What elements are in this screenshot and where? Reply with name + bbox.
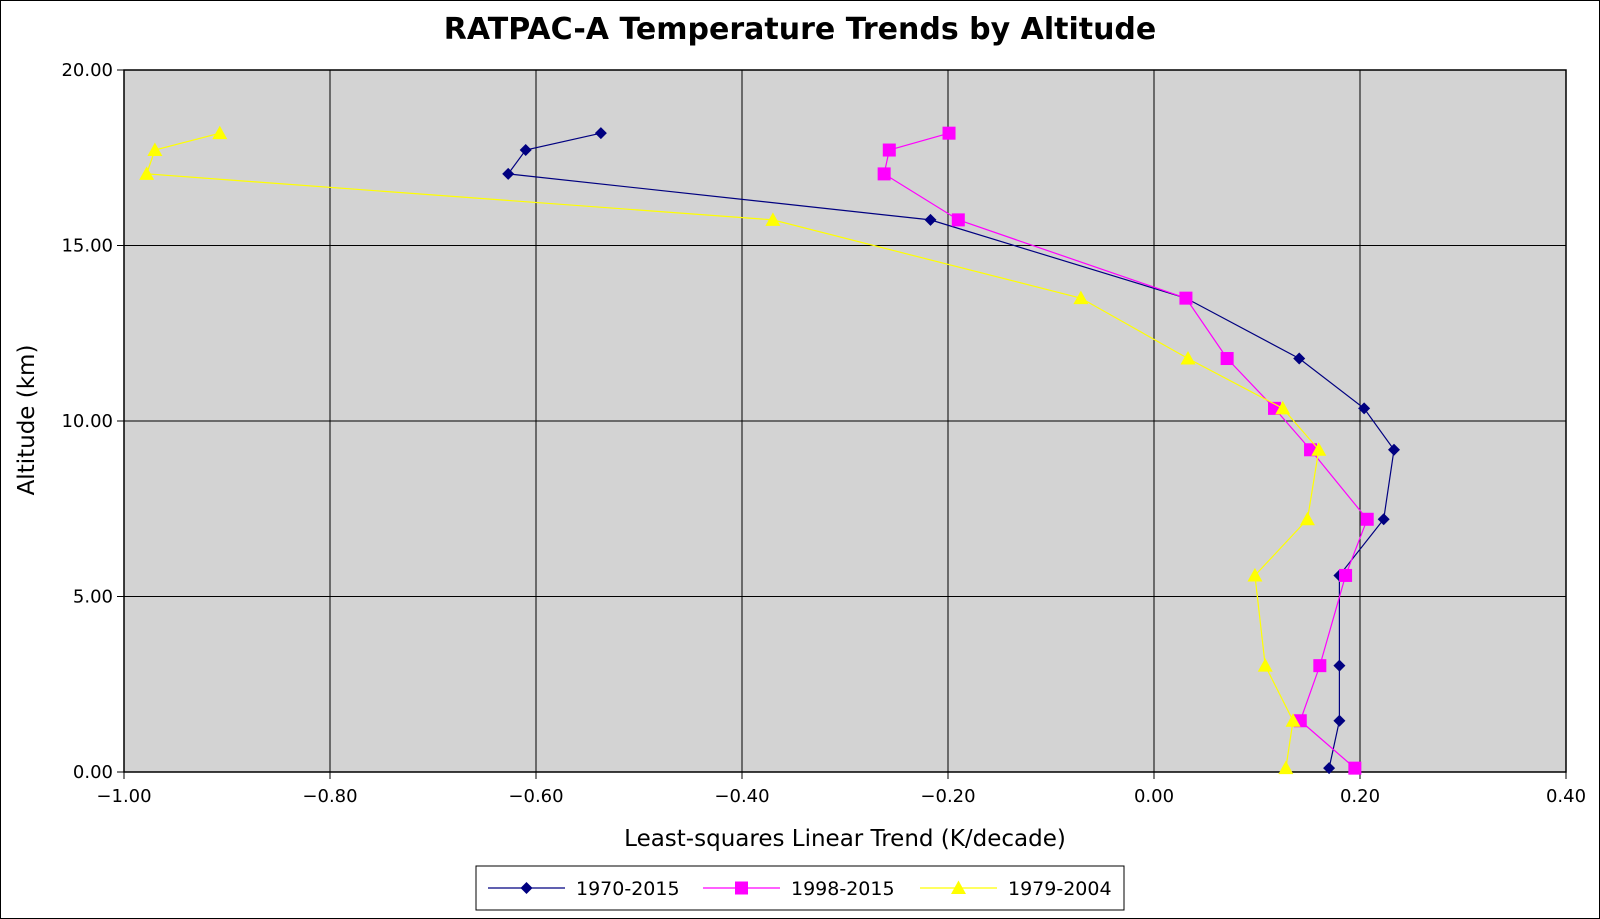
legend-entry: 1998-2015: [703, 878, 895, 900]
data-point: [139, 166, 155, 180]
data-point: [1377, 513, 1390, 526]
legend-box: [475, 865, 1125, 911]
data-point: [502, 167, 515, 180]
x-tick-label: 0.40: [1546, 786, 1586, 807]
data-point: [1285, 713, 1301, 727]
y-tick-label: 20.00: [61, 60, 113, 81]
data-point: [765, 212, 781, 226]
data-point: [594, 127, 607, 140]
data-point: [951, 213, 965, 227]
data-point: [1339, 568, 1353, 582]
grid-lines: [124, 70, 1566, 772]
data-point: [1313, 659, 1327, 673]
data-point: [1257, 658, 1273, 672]
legend-label: 1979-2004: [1008, 878, 1112, 900]
data-point: [1333, 659, 1346, 672]
legend-label: 1970-2015: [576, 878, 680, 900]
y-tick-label: 0.00: [73, 762, 113, 783]
data-point: [1278, 760, 1294, 775]
data-point: [877, 167, 891, 181]
data-point: [1247, 567, 1263, 582]
data-point: [1387, 443, 1400, 456]
x-tick-label: −0.20: [920, 786, 975, 807]
data-point: [147, 142, 163, 157]
legend-entry: 1970-2015: [488, 878, 680, 900]
x-tick-label: −0.80: [302, 786, 357, 807]
y-axis-label: Altitude (km): [14, 345, 40, 496]
legend-marker: [951, 880, 966, 894]
data-point: [1293, 352, 1306, 365]
y-tick-label: 5.00: [73, 587, 113, 608]
data-point: [212, 125, 228, 140]
data-point: [1311, 442, 1327, 456]
data-point: [519, 144, 532, 157]
data-point: [882, 143, 896, 157]
data-point: [1220, 352, 1234, 366]
x-tick-label: 0.00: [1134, 786, 1174, 807]
y-tick-label: 15.00: [61, 236, 113, 257]
data-point: [1348, 761, 1362, 775]
x-tick-label: −1.00: [96, 786, 151, 807]
x-tick-label: −0.40: [714, 786, 769, 807]
x-tick-label: −0.60: [508, 786, 563, 807]
x-tick-label: 0.20: [1340, 786, 1380, 807]
legend-marker: [520, 882, 533, 894]
series-layer: [139, 125, 1400, 775]
data-point: [1073, 290, 1089, 305]
legend-marker: [735, 881, 748, 895]
legend: 1970-2015 1998-2015 1979-2004: [475, 865, 1125, 911]
data-point: [1179, 291, 1193, 305]
x-axis-label: Least-squares Linear Trend (K/decade): [624, 826, 1066, 852]
chart-title: RATPAC-A Temperature Trends by Altitude: [444, 12, 1157, 47]
axis-ticks: −1.00 −0.80 −0.60 −0.40 −0.20 0.00 0.20 0.40 0.0…: [61, 60, 1586, 807]
legend-entry: 1979-2004: [920, 878, 1112, 900]
data-point: [942, 126, 956, 140]
data-point: [1323, 762, 1336, 775]
data-point: [1275, 400, 1291, 415]
data-point: [924, 213, 937, 226]
data-point: [1358, 402, 1371, 415]
data-point: [1299, 511, 1315, 526]
legend-label: 1998-2015: [791, 878, 895, 900]
data-point: [1360, 512, 1374, 526]
data-point: [1180, 351, 1196, 365]
series-1979-2004: [139, 125, 1327, 775]
series-1998-2015: [877, 126, 1374, 775]
data-point: [1333, 714, 1346, 727]
y-tick-label: 10.00: [61, 411, 113, 432]
